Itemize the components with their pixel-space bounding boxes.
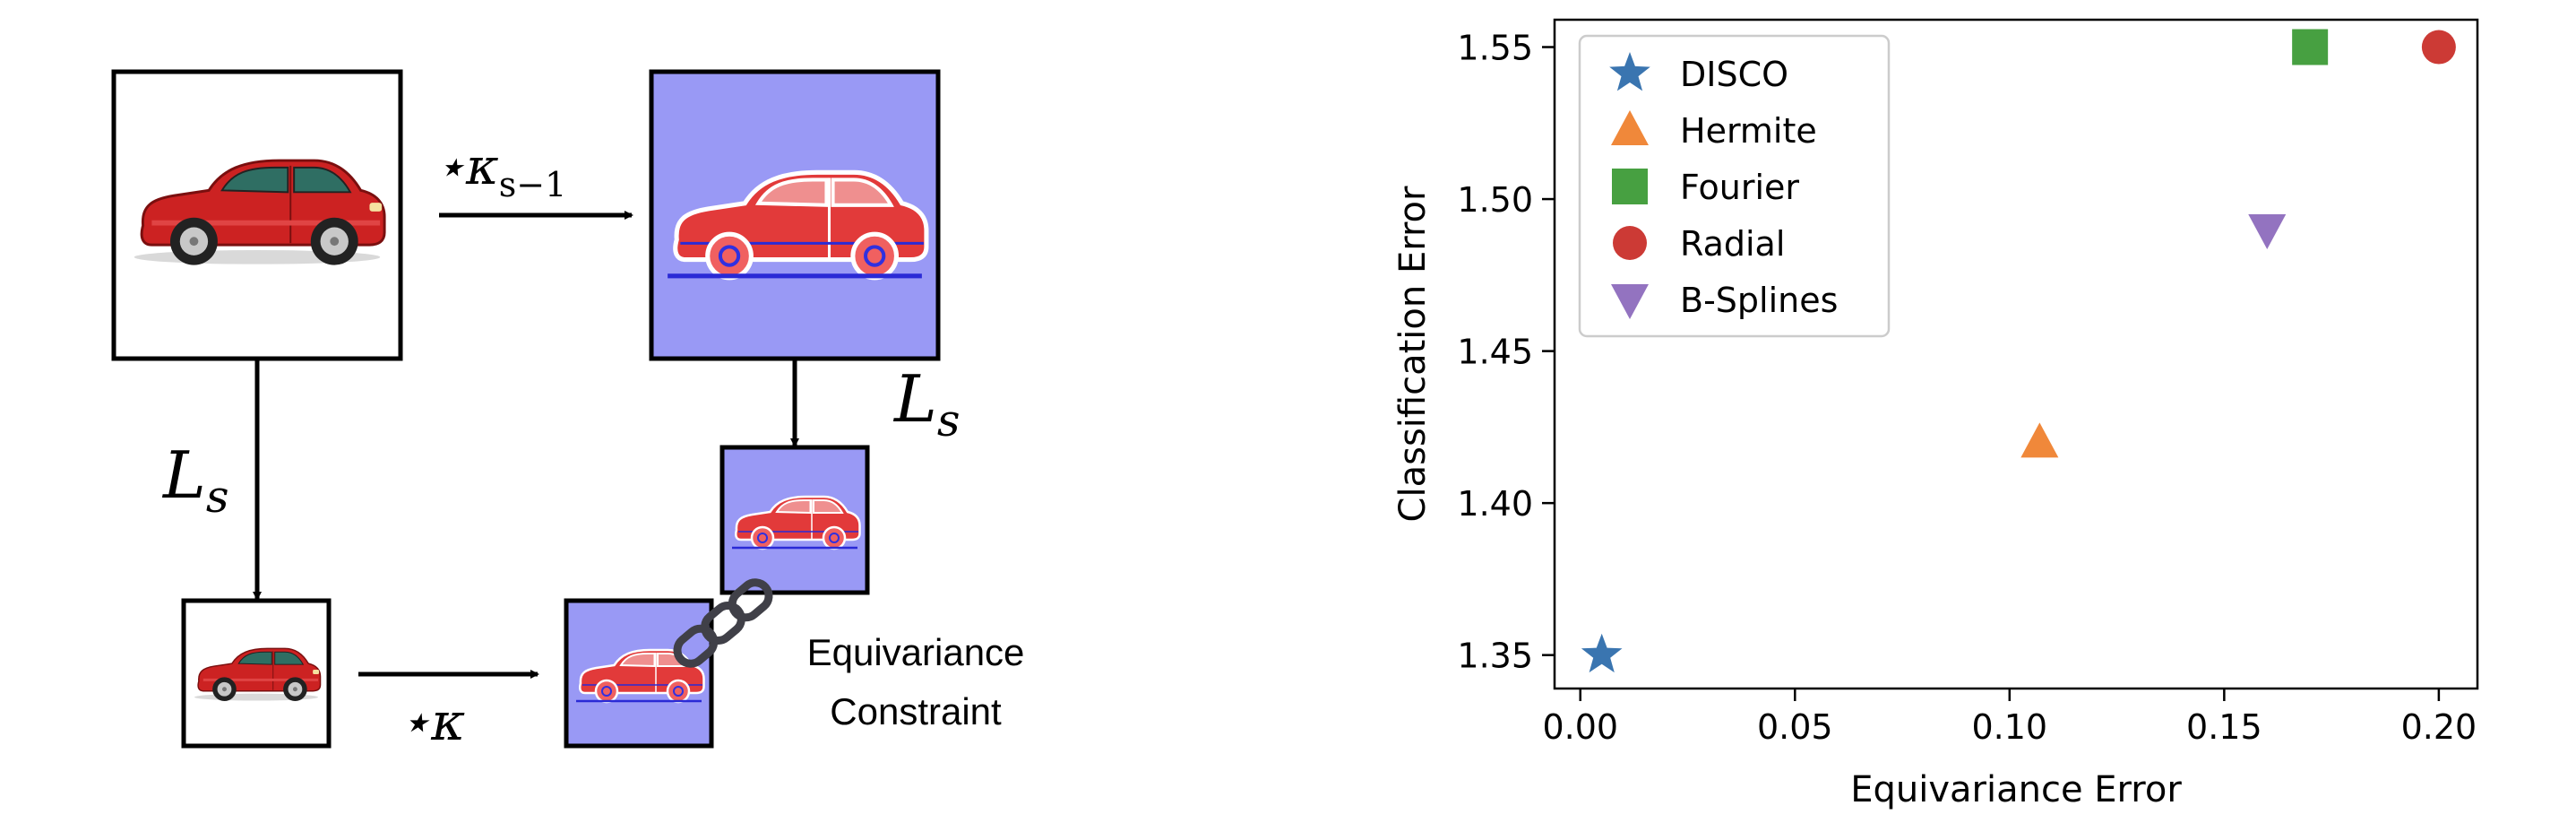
- data-point-radial: [2421, 30, 2456, 65]
- data-point-b-splines: [2248, 213, 2287, 249]
- x-tick-label: 0.05: [1757, 707, 1833, 747]
- legend-marker: [1609, 52, 1650, 91]
- downscale-left-label: Ls: [161, 437, 228, 523]
- legend-marker: [1611, 110, 1649, 145]
- legend: DISCO Hermite Fourier Radial B-Splines: [1578, 34, 1891, 338]
- constraint-label-line1: Equivariance: [807, 631, 1025, 673]
- legend-marker: [1613, 226, 1647, 260]
- legend-marker: [1612, 169, 1648, 204]
- legend-box: [1578, 34, 1891, 338]
- y-axis-label: Classification Error: [1392, 186, 1434, 522]
- data-points: [1581, 29, 2456, 673]
- legend-label: B-Splines: [1680, 281, 1838, 320]
- downscale-right-sub: s: [937, 394, 961, 446]
- legend-label: Hermite: [1680, 111, 1817, 151]
- conv-bottom-label: ⋆κ: [399, 691, 465, 752]
- scatter-chart: 0.00 0.05 0.10 0.15 0.20 1.35 1.40 1.45 1.50 1.5…: [1392, 18, 2479, 810]
- diagram: ⋆κs−1 Ls Ls ⋆κ Equivariance Constraint: [111, 69, 1025, 752]
- legend-label: Fourier: [1680, 168, 1799, 207]
- legend-label: Radial: [1680, 224, 1785, 264]
- filtered-image: [649, 69, 941, 361]
- y-ticks: 1.35 1.40 1.45 1.50 1.55: [1457, 29, 1555, 676]
- conv-top-label: ⋆κs−1: [435, 138, 566, 204]
- original-image: [111, 69, 403, 361]
- x-tick-label: 0.00: [1542, 707, 1618, 747]
- x-ticks: 0.00 0.05 0.10 0.15 0.20: [1542, 689, 2477, 747]
- x-axis-label: Equivariance Error: [1850, 769, 2182, 810]
- y-tick-label: 1.55: [1457, 29, 1533, 68]
- legend-label: DISCO: [1680, 55, 1788, 94]
- downscale-right-label: Ls: [892, 361, 960, 446]
- downscaled-image: [181, 598, 332, 749]
- y-tick-label: 1.40: [1457, 484, 1533, 524]
- x-tick-label: 0.10: [1972, 707, 2048, 747]
- data-point-hermite: [2020, 422, 2059, 458]
- filtered-downscaled-image: [564, 598, 714, 749]
- y-tick-label: 1.50: [1457, 180, 1533, 220]
- y-tick-label: 1.35: [1457, 637, 1533, 676]
- downscaled-filtered-image: [719, 445, 870, 595]
- legend-marker: [1611, 284, 1649, 319]
- downscale-left-sub: s: [206, 471, 229, 523]
- data-point-disco: [1581, 633, 1623, 673]
- x-tick-label: 0.15: [2186, 707, 2262, 747]
- data-point-fourier: [2292, 29, 2329, 65]
- chain-icon: [673, 578, 773, 668]
- constraint-label-line2: Constraint: [830, 690, 1002, 732]
- y-tick-label: 1.45: [1457, 333, 1533, 372]
- x-tick-label: 0.20: [2401, 707, 2477, 747]
